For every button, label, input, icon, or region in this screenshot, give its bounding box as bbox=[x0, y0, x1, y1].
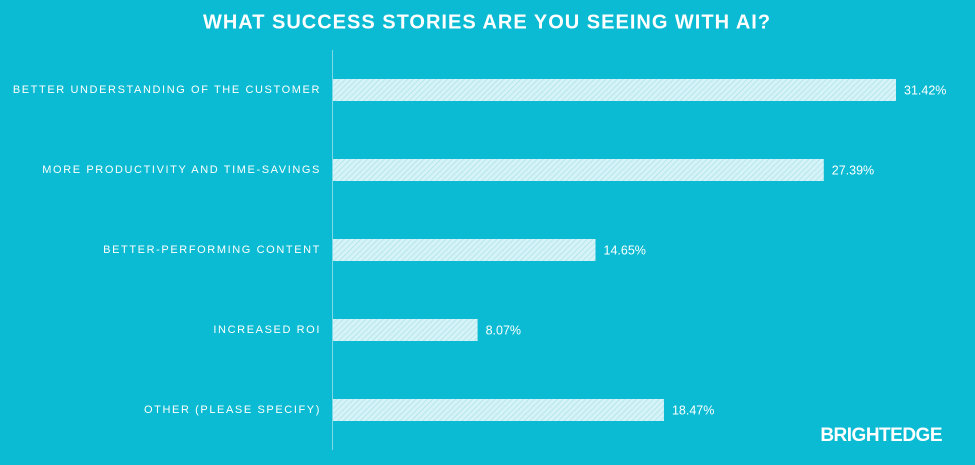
bar bbox=[333, 399, 664, 421]
bar bbox=[333, 79, 896, 101]
category-label: OTHER (PLEASE SPECIFY) bbox=[144, 404, 321, 416]
category-label: BETTER-PERFORMING CONTENT bbox=[103, 244, 321, 256]
value-label: 8.07% bbox=[486, 323, 521, 337]
value-label: 18.47% bbox=[672, 403, 714, 417]
value-label: 27.39% bbox=[832, 163, 874, 177]
brand-logo: BRIGHTEDGE bbox=[820, 425, 942, 446]
category-label: BETTER UNDERSTANDING OF THE CUSTOMER bbox=[13, 84, 321, 96]
bar bbox=[333, 319, 478, 341]
value-label: 14.65% bbox=[604, 243, 646, 257]
category-label: MORE PRODUCTIVITY AND TIME-SAVINGS bbox=[42, 164, 321, 176]
bar bbox=[333, 159, 824, 181]
value-label: 31.42% bbox=[904, 83, 946, 97]
bar bbox=[333, 239, 596, 261]
chart-title: WHAT SUCCESS STORIES ARE YOU SEEING WITH… bbox=[203, 11, 771, 33]
category-label: INCREASED ROI bbox=[213, 324, 321, 336]
